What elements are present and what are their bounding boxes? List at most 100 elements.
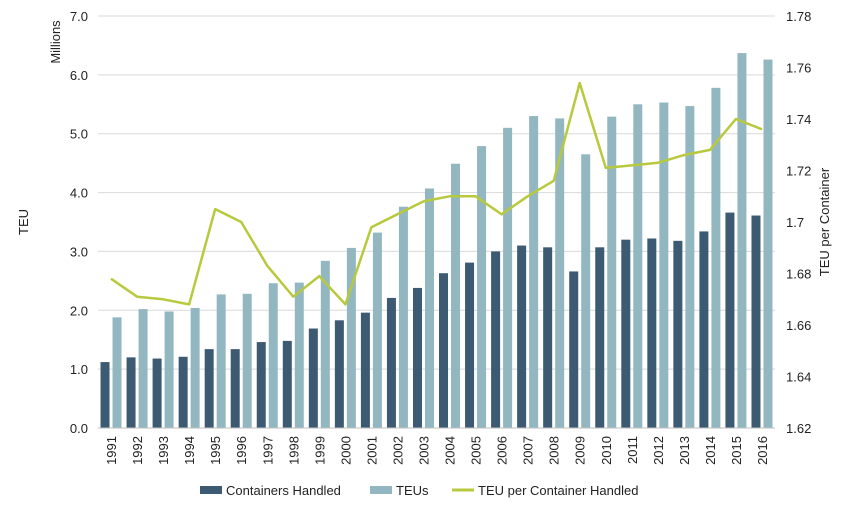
right-axis-ticks: 1.62 1.64 1.66 1.68 1.7 1.72 1.74 1.76 1.78 bbox=[786, 9, 811, 436]
x-tick-label: 1995 bbox=[208, 436, 223, 465]
left-tick-label: 5.0 bbox=[70, 127, 88, 142]
left-tick-label: 3.0 bbox=[70, 244, 88, 259]
bar-teus bbox=[451, 163, 461, 428]
x-tick-label: 2013 bbox=[677, 436, 692, 465]
line-series bbox=[110, 81, 763, 306]
x-tick-label: 2016 bbox=[755, 436, 770, 465]
x-tick-label: 2012 bbox=[651, 436, 666, 465]
right-tick-label: 1.76 bbox=[786, 61, 811, 76]
right-tick-label: 1.66 bbox=[786, 318, 811, 333]
x-tick-label: 1996 bbox=[234, 436, 249, 465]
bar-teus bbox=[424, 188, 434, 428]
left-tick-label: 0.0 bbox=[70, 421, 88, 436]
bar-containers-handled bbox=[725, 212, 735, 428]
right-tick-label: 1.72 bbox=[786, 164, 811, 179]
bar-teus bbox=[737, 53, 747, 429]
left-tick-label: 6.0 bbox=[70, 68, 88, 83]
right-tick-label: 1.68 bbox=[786, 267, 811, 282]
right-tick-label: 1.74 bbox=[786, 112, 811, 127]
bar-containers-handled bbox=[699, 231, 709, 428]
legend-swatch-containers bbox=[200, 486, 222, 494]
legend-label-teu-per-container: TEU per Container Handled bbox=[478, 483, 638, 498]
bar-containers-handled bbox=[152, 358, 162, 428]
x-tick-label: 2002 bbox=[390, 436, 405, 465]
bar-teus bbox=[346, 247, 356, 428]
x-tick-label: 1991 bbox=[104, 436, 119, 465]
bar-containers-handled bbox=[647, 238, 657, 428]
bar-teus bbox=[268, 283, 278, 428]
right-tick-label: 1.64 bbox=[786, 370, 811, 385]
bar-teus bbox=[216, 294, 226, 428]
bar-teus bbox=[138, 309, 148, 428]
bar-teus bbox=[294, 282, 304, 428]
bar-containers-handled bbox=[204, 349, 214, 428]
x-tick-label: 2001 bbox=[364, 436, 379, 465]
bar-containers-handled bbox=[126, 357, 136, 428]
bar-teus bbox=[372, 232, 382, 428]
bar-teus bbox=[242, 293, 252, 428]
bar-containers-handled bbox=[621, 239, 631, 428]
bar-containers-handled bbox=[282, 340, 292, 428]
bar-containers-handled bbox=[751, 215, 761, 428]
bar-containers-handled bbox=[491, 251, 501, 428]
line-teu-per-container bbox=[110, 81, 763, 306]
bar-containers-handled bbox=[595, 247, 605, 428]
x-tick-label: 2014 bbox=[703, 436, 718, 465]
bar-teus bbox=[190, 307, 200, 428]
gridlines bbox=[98, 15, 775, 370]
x-axis-ticks: 1991 1992 1993 1994 1995 1996 1997 1998 1999 2000… bbox=[104, 436, 770, 465]
x-tick-label: 2015 bbox=[729, 436, 744, 465]
bar-containers-handled bbox=[543, 247, 553, 428]
bar-teus bbox=[112, 317, 122, 428]
bar-teus bbox=[320, 260, 330, 428]
x-tick-label: 1994 bbox=[182, 436, 197, 465]
x-tick-label: 2004 bbox=[443, 436, 458, 465]
bar-containers-handled bbox=[334, 320, 344, 428]
bar-series bbox=[100, 53, 773, 429]
bar-containers-handled bbox=[465, 262, 475, 428]
x-tick-label: 1998 bbox=[286, 436, 301, 465]
bar-teus bbox=[164, 311, 174, 428]
right-tick-label: 1.78 bbox=[786, 9, 811, 24]
left-tick-label: 2.0 bbox=[70, 303, 88, 318]
bar-containers-handled bbox=[360, 312, 370, 428]
bar-teus bbox=[503, 127, 513, 428]
bar-containers-handled bbox=[673, 240, 683, 428]
bar-containers-handled bbox=[100, 362, 110, 428]
bar-containers-handled bbox=[569, 271, 579, 428]
bar-containers-handled bbox=[230, 349, 240, 428]
bar-teus bbox=[477, 146, 487, 428]
left-axis-title: TEU bbox=[16, 209, 31, 235]
bar-containers-handled bbox=[412, 287, 422, 428]
legend-swatch-teus bbox=[370, 486, 392, 494]
x-tick-label: 2000 bbox=[338, 436, 353, 465]
bar-containers-handled bbox=[178, 356, 188, 428]
left-axis-unit-label: Millions bbox=[48, 20, 63, 64]
right-tick-label: 1.62 bbox=[786, 421, 811, 436]
x-tick-label: 1997 bbox=[260, 436, 275, 465]
legend: Containers Handled TEUs TEU per Containe… bbox=[200, 483, 638, 498]
bar-teus bbox=[659, 102, 669, 429]
bar-containers-handled bbox=[517, 245, 527, 428]
x-tick-label: 2003 bbox=[417, 436, 432, 465]
x-tick-label: 2007 bbox=[521, 436, 536, 465]
bar-teus bbox=[555, 118, 565, 428]
x-tick-label: 1999 bbox=[312, 436, 327, 465]
bar-containers-handled bbox=[386, 297, 396, 428]
left-axis-ticks: 0.0 1.0 2.0 3.0 4.0 5.0 6.0 7.0 bbox=[70, 9, 88, 436]
bar-teus bbox=[529, 116, 539, 429]
bar-containers-handled bbox=[256, 342, 266, 428]
bar-teus bbox=[398, 206, 408, 428]
x-tick-label: 2005 bbox=[469, 436, 484, 465]
bar-containers-handled bbox=[308, 328, 318, 428]
bar-teus bbox=[633, 104, 643, 429]
left-tick-label: 1.0 bbox=[70, 362, 88, 377]
x-tick-label: 2011 bbox=[625, 436, 640, 464]
bar-containers-handled bbox=[439, 273, 449, 428]
x-tick-label: 2006 bbox=[495, 436, 510, 465]
legend-label-containers: Containers Handled bbox=[226, 483, 341, 498]
right-tick-label: 1.7 bbox=[786, 215, 804, 230]
x-tick-label: 2008 bbox=[547, 436, 562, 465]
left-tick-label: 7.0 bbox=[70, 9, 88, 24]
